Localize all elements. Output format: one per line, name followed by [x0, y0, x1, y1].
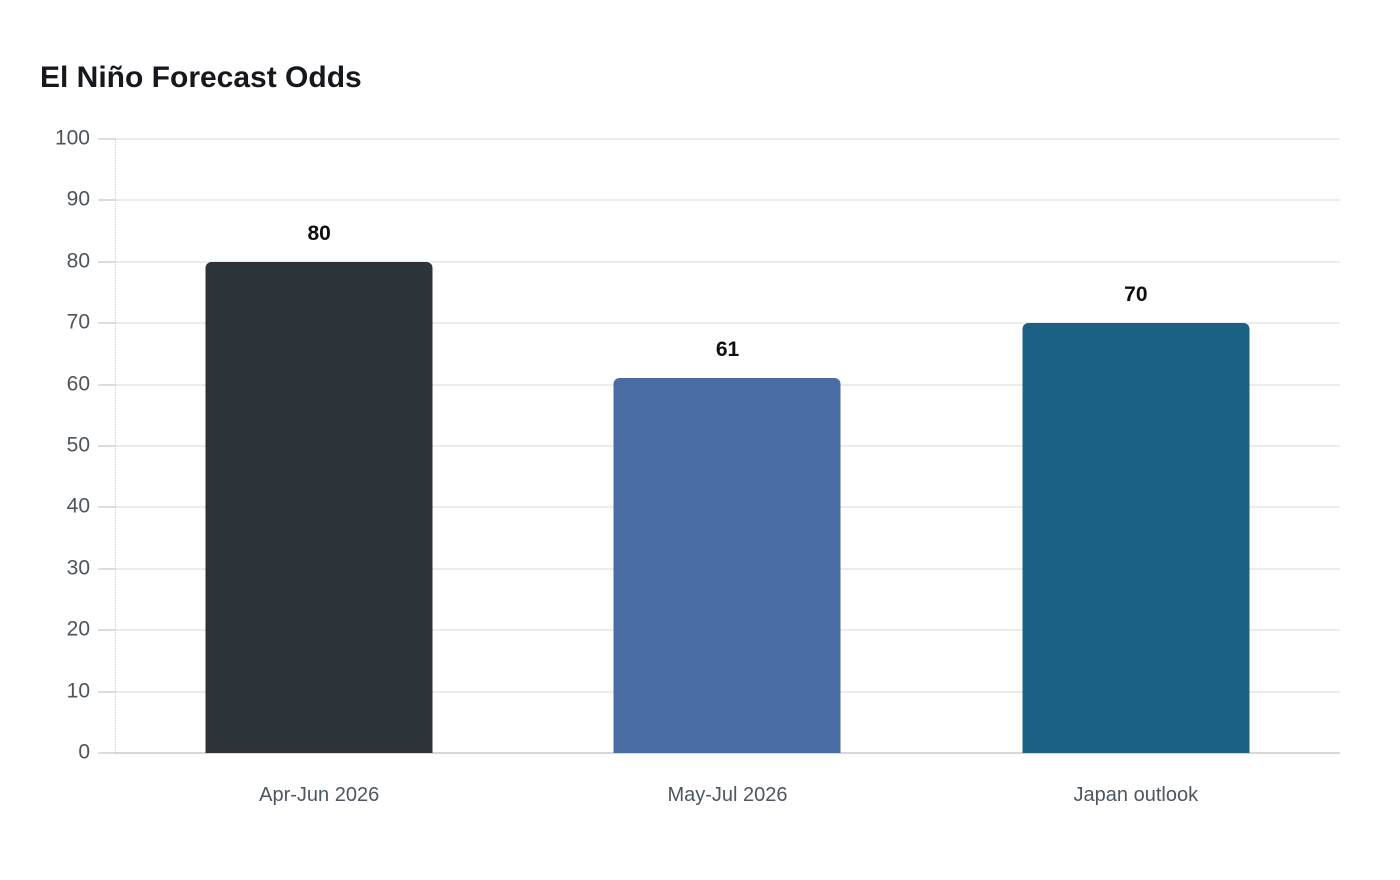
gridline: [115, 752, 1340, 754]
x-tick-label: Japan outlook: [1073, 784, 1199, 806]
bar[interactable]: [205, 261, 433, 753]
gridline: [115, 138, 1340, 140]
bar-value-label: 80: [307, 221, 331, 245]
bar-value-label: 70: [1124, 283, 1148, 307]
plot-area: 0 10 20 30 40 50 60 70 80 90 1: [55, 127, 1340, 764]
y-tick-label: 80: [66, 249, 90, 273]
y-tick-label: 30: [66, 556, 90, 580]
y-tick-mark: [98, 629, 115, 632]
y-tick-label: 50: [66, 433, 90, 457]
bar-group: 80: [115, 139, 523, 753]
y-tick-mark: [98, 138, 115, 140]
y-tick-mark: [98, 690, 115, 693]
gridline: [115, 322, 1340, 325]
bar[interactable]: [613, 378, 841, 753]
bar[interactable]: [1022, 323, 1250, 753]
chart-title: El Niño Forecast Odds: [40, 61, 362, 94]
bar-group: 61: [523, 139, 931, 753]
y-tick-mark: [98, 445, 115, 447]
y-tick-mark: [98, 199, 115, 202]
y-tick-label: 10: [66, 679, 90, 703]
y-tick-mark: [98, 506, 115, 509]
x-tick-label: Apr-Jun 2026: [259, 784, 380, 806]
y-tick-label: 0: [78, 740, 90, 764]
y-tick-mark: [98, 260, 115, 263]
bar-value-label: 61: [715, 338, 740, 362]
bar-group: 70: [932, 139, 1340, 753]
y-tick-label: 20: [66, 617, 90, 641]
x-axis-labels: Apr-Jun 2026 May-Jul 2026 Japan outlook: [115, 783, 1340, 807]
y-tick-label: 100: [54, 126, 90, 150]
y-tick-mark: [98, 383, 115, 386]
y-tick-label: 90: [66, 187, 90, 211]
gridline: [115, 260, 1340, 263]
y-tick-mark: [98, 322, 115, 325]
y-tick-mark: [98, 567, 115, 570]
y-axis-line: [115, 139, 116, 753]
y-tick-label: 40: [66, 494, 90, 518]
gridline: [115, 199, 1340, 202]
y-tick-label: 70: [66, 310, 90, 334]
x-tick-label: May-Jul 2026: [667, 784, 788, 806]
y-tick-label: 60: [66, 372, 90, 396]
bars-layer: 80 61 70: [115, 139, 1340, 753]
y-tick-mark: [98, 752, 115, 754]
